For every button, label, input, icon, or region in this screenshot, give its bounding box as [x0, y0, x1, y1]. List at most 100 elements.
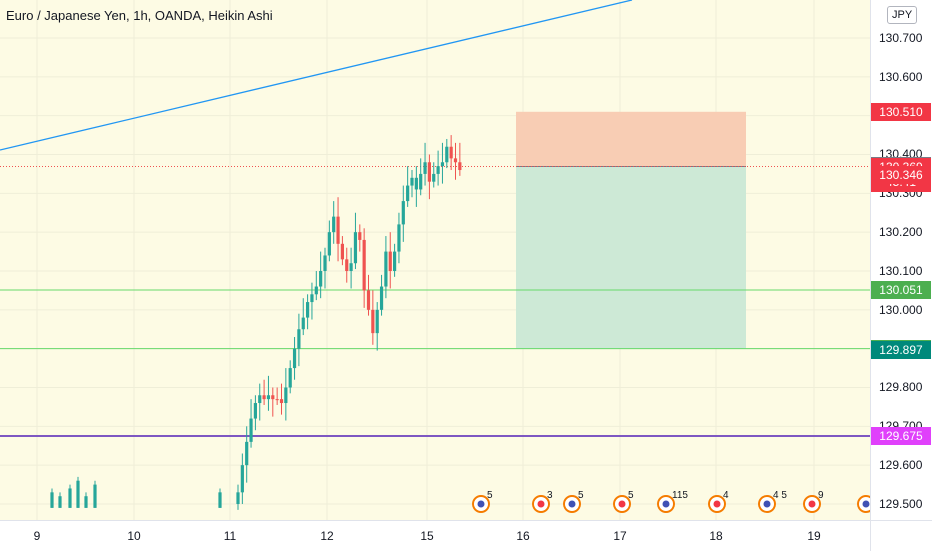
- candle-body[interactable]: [253, 403, 257, 419]
- candle-body[interactable]: [449, 146, 453, 159]
- candle-body[interactable]: [306, 302, 310, 318]
- candle-body[interactable]: [366, 290, 371, 310]
- candle-body[interactable]: [414, 177, 418, 190]
- event-count: 4 5: [773, 490, 787, 501]
- candle-body[interactable]: [266, 395, 271, 400]
- candle-body[interactable]: [275, 399, 279, 401]
- time-tick-label: 11: [223, 529, 237, 543]
- candle-body[interactable]: [279, 399, 284, 404]
- candle-body[interactable]: [258, 395, 262, 404]
- chart-plot-area[interactable]: 5 3 5 5 115 4 4 5 9 Euro / Japanese Yen, 1h, OA…: [0, 0, 870, 520]
- candle-body[interactable]: [240, 465, 244, 493]
- candle-body[interactable]: [288, 368, 292, 388]
- price-tag[interactable]: 130.346: [871, 166, 931, 185]
- price-tick-label: 129.600: [879, 458, 923, 473]
- event-marker-dot: [568, 500, 576, 508]
- candle-body[interactable]: [336, 216, 340, 244]
- time-tick-label: 10: [127, 529, 141, 543]
- event-count: 5: [487, 490, 493, 501]
- price-tag[interactable]: 130.051: [871, 281, 931, 300]
- price-axis[interactable]: JPY 130.700130.600130.500130.400130.3001…: [870, 0, 932, 520]
- candle-body[interactable]: [310, 294, 314, 303]
- candle-body[interactable]: [388, 251, 392, 271]
- candle-body[interactable]: [301, 317, 305, 330]
- candle-body[interactable]: [397, 224, 401, 252]
- event-marker-dot: [537, 500, 545, 508]
- candle-body[interactable]: [349, 263, 353, 271]
- price-tag[interactable]: 129.675: [871, 427, 931, 446]
- time-tick-label: 19: [807, 529, 821, 543]
- candle-body[interactable]: [427, 162, 431, 182]
- event-count: 5: [628, 490, 634, 501]
- candle-body[interactable]: [379, 286, 384, 310]
- time-tick-label: 17: [613, 529, 627, 543]
- chart-canvas[interactable]: 5 3 5 5 115 4 4 5 9: [0, 0, 870, 520]
- candle-body[interactable]: [393, 251, 397, 271]
- candle-body[interactable]: [76, 480, 80, 508]
- candle-body[interactable]: [440, 162, 445, 167]
- candle-body[interactable]: [271, 395, 275, 400]
- price-tag[interactable]: 130.510: [871, 102, 931, 121]
- candle-body[interactable]: [445, 146, 449, 163]
- candle-body[interactable]: [332, 216, 336, 233]
- candle-body[interactable]: [384, 251, 388, 287]
- candle-body[interactable]: [284, 387, 288, 404]
- price-tick-label: 129.500: [879, 496, 923, 511]
- candle-body[interactable]: [410, 177, 414, 186]
- candle-body[interactable]: [436, 166, 440, 174]
- candle-body[interactable]: [50, 492, 54, 508]
- price-tick-label: 129.800: [879, 380, 923, 395]
- event-marker-dot: [763, 500, 771, 508]
- candle-body[interactable]: [375, 309, 379, 334]
- position-target-zone[interactable]: [516, 166, 746, 349]
- candle-body[interactable]: [327, 232, 331, 256]
- candle-body[interactable]: [262, 395, 266, 400]
- candle-body[interactable]: [353, 232, 358, 264]
- candle-body[interactable]: [406, 185, 410, 202]
- trendline[interactable]: [0, 0, 633, 151]
- time-tick-label: 9: [33, 529, 41, 543]
- price-tick-label: 130.200: [879, 225, 923, 240]
- event-marker-dot: [477, 500, 485, 508]
- price-tag-value: 129.675: [879, 429, 923, 444]
- candle-body[interactable]: [371, 309, 375, 334]
- candle-body[interactable]: [245, 441, 249, 466]
- candle-body[interactable]: [297, 329, 301, 349]
- event-count: 115: [672, 490, 688, 501]
- time-tick-label: 15: [420, 529, 434, 543]
- candle-body[interactable]: [458, 162, 462, 171]
- price-tag[interactable]: 129.897: [871, 340, 931, 359]
- candle-body[interactable]: [58, 496, 62, 508]
- candle-body[interactable]: [345, 259, 349, 271]
- candle-body[interactable]: [218, 492, 222, 508]
- position-stop-zone[interactable]: [516, 111, 746, 167]
- candle-body[interactable]: [236, 492, 240, 504]
- candle-body[interactable]: [68, 488, 72, 508]
- currency-button[interactable]: JPY: [887, 6, 918, 24]
- event-count: 9: [818, 490, 824, 501]
- candle-body[interactable]: [84, 496, 88, 508]
- candle-body[interactable]: [401, 201, 405, 225]
- candle-body[interactable]: [93, 484, 97, 508]
- price-tag-value: 130.510: [879, 104, 923, 119]
- time-axis[interactable]: 9 10 11 12 15 16 17 18 19: [0, 520, 870, 551]
- candle-body[interactable]: [314, 286, 318, 295]
- candle-body[interactable]: [432, 173, 436, 182]
- candle-body[interactable]: [358, 232, 362, 240]
- event-count: 5: [578, 490, 584, 501]
- candle-body[interactable]: [453, 158, 458, 163]
- candle-body[interactable]: [423, 162, 427, 174]
- event-marker-dot: [618, 500, 626, 508]
- candle-body[interactable]: [323, 255, 327, 271]
- event-marker-dot: [662, 500, 670, 508]
- candle-body[interactable]: [419, 173, 423, 190]
- price-tick-label: 130.600: [879, 69, 923, 84]
- candle-body[interactable]: [319, 270, 323, 287]
- candle-body[interactable]: [292, 348, 297, 369]
- candle-body[interactable]: [249, 418, 253, 442]
- time-tick-label: 12: [320, 529, 334, 543]
- price-tick-label: 130.700: [879, 31, 923, 45]
- candle-body[interactable]: [362, 239, 366, 291]
- candle-body[interactable]: [340, 243, 344, 260]
